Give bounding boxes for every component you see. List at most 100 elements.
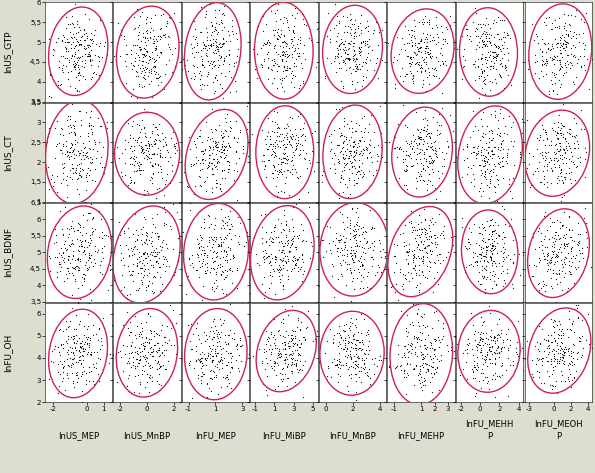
Point (64, 361, 73, 369)
Point (134, 333, 143, 340)
Point (142, 58, 151, 65)
Point (211, 88, 220, 95)
Point (152, 51, 162, 59)
Point (420, 352, 430, 360)
Point (150, 62, 159, 70)
Point (565, 169, 574, 177)
Point (508, 357, 518, 365)
Point (548, 382, 558, 390)
Point (357, 262, 367, 270)
Point (69, 122, 79, 130)
Point (563, 345, 572, 353)
Point (75, 132, 84, 140)
Point (559, 221, 568, 228)
Point (196, 358, 206, 365)
Point (550, 237, 560, 245)
Point (172, 146, 181, 153)
Point (133, 231, 143, 239)
Point (132, 236, 142, 244)
Point (231, 160, 241, 167)
Point (85, 56, 95, 64)
Point (404, 153, 414, 160)
Point (555, 33, 565, 41)
Point (358, 289, 367, 297)
Point (507, 280, 516, 288)
Point (67, 359, 77, 367)
Point (362, 332, 371, 339)
Point (218, 60, 228, 68)
Point (141, 235, 151, 243)
Point (204, 333, 214, 340)
Point (554, 24, 563, 32)
Point (403, 151, 413, 159)
Point (411, 234, 420, 242)
Point (66, 123, 76, 131)
Point (275, 33, 284, 40)
Point (77, 351, 86, 359)
Point (546, 179, 556, 187)
Point (569, 158, 578, 166)
Point (229, 335, 239, 342)
Point (356, 364, 365, 371)
Point (556, 42, 566, 49)
Point (68, 169, 78, 176)
Point (214, 359, 224, 366)
Point (570, 254, 580, 262)
Point (424, 222, 434, 229)
Point (427, 156, 437, 164)
Point (278, 225, 287, 233)
Point (127, 65, 136, 73)
Point (328, 237, 338, 245)
Point (407, 32, 416, 39)
Point (69, 351, 79, 359)
Point (283, 156, 292, 163)
Point (330, 151, 340, 159)
Point (563, 32, 573, 39)
Point (492, 131, 502, 138)
Point (558, 178, 568, 186)
Point (475, 38, 484, 45)
Point (563, 345, 572, 352)
Point (95, 355, 105, 362)
Point (43, 132, 53, 140)
Point (300, 156, 310, 163)
Point (295, 150, 305, 158)
Point (491, 394, 500, 401)
Point (201, 147, 210, 154)
Point (363, 372, 372, 379)
Point (133, 120, 142, 128)
Point (137, 143, 146, 151)
Point (56, 179, 65, 187)
Point (552, 298, 561, 306)
Point (275, 143, 285, 151)
Point (403, 151, 413, 159)
Point (579, 52, 588, 59)
Point (215, 357, 225, 365)
Point (212, 333, 222, 340)
Point (277, 370, 286, 378)
Point (465, 216, 475, 223)
Point (355, 150, 364, 158)
Point (494, 43, 504, 51)
Point (474, 95, 484, 102)
Point (277, 249, 287, 256)
Point (413, 61, 422, 68)
Point (402, 275, 411, 282)
Point (355, 238, 364, 245)
Point (280, 74, 289, 82)
Point (192, 348, 201, 355)
Point (293, 108, 302, 115)
Point (207, 335, 217, 343)
Point (57, 124, 66, 131)
Point (63, 347, 73, 354)
Point (61, 45, 71, 53)
Point (336, 341, 345, 348)
Point (85, 52, 95, 59)
Point (155, 35, 165, 43)
Point (92, 359, 101, 367)
Point (298, 255, 307, 263)
Point (169, 142, 178, 150)
Point (412, 150, 421, 158)
Point (146, 327, 156, 334)
Point (424, 224, 434, 232)
